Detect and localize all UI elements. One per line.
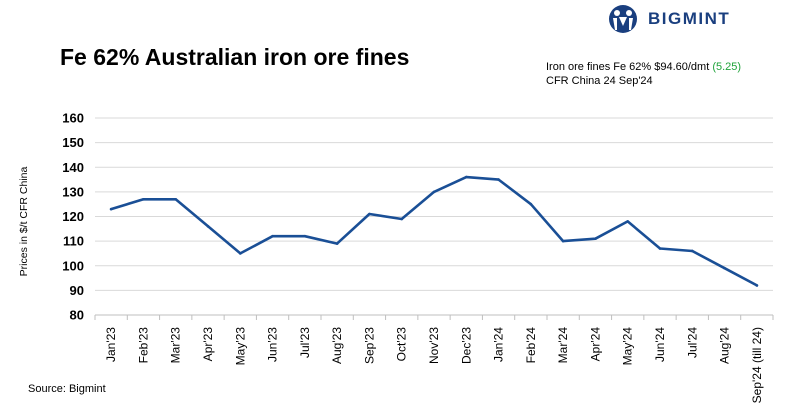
x-tick-label: Apr'24 xyxy=(588,327,602,362)
data-point xyxy=(206,225,210,228)
data-point xyxy=(658,247,662,250)
x-tick-label: Mar'23 xyxy=(169,327,183,364)
x-tick-label: Dec'23 xyxy=(459,327,473,364)
data-point xyxy=(464,175,468,179)
x-tick-label: Aug'23 xyxy=(330,327,344,364)
x-tick-label: Jan'24 xyxy=(492,327,506,362)
y-tick-label: 150 xyxy=(62,135,84,150)
bigmint-logo-icon xyxy=(609,5,637,33)
x-tick-label: Nov'23 xyxy=(427,327,441,364)
x-tick-label: Jun'24 xyxy=(653,327,667,362)
y-axis-label: Prices in $/t CFR China xyxy=(18,166,30,276)
data-point xyxy=(174,197,178,201)
price-note-prefix: Iron ore fines Fe 62% $94.60/dmt xyxy=(546,61,713,73)
x-tick-label: Jul'24 xyxy=(685,327,699,358)
x-tick-label: Jul'23 xyxy=(298,327,312,358)
price-change: 5.25 xyxy=(716,61,738,73)
data-point xyxy=(335,242,339,245)
data-point xyxy=(529,202,533,206)
y-tick-label: 140 xyxy=(62,160,84,175)
data-point xyxy=(109,207,113,211)
price-note: Iron ore fines Fe 62% $94.60/dmt (5.25) … xyxy=(546,60,741,88)
chart-title: Fe 62% Australian iron ore fines xyxy=(60,44,410,70)
x-tick-label: May'24 xyxy=(621,327,635,366)
y-tick-label: 90 xyxy=(70,283,84,298)
data-point xyxy=(303,234,307,238)
x-tick-label: Feb'24 xyxy=(524,327,538,364)
y-tick-label: 120 xyxy=(62,209,84,224)
y-tick-label: 80 xyxy=(70,308,84,323)
data-point xyxy=(238,252,242,255)
data-point xyxy=(723,266,726,270)
data-point xyxy=(368,212,371,216)
x-tick-label: Sep'23 xyxy=(362,327,376,364)
x-tick-label: May'23 xyxy=(233,327,247,366)
price-change-close: ) xyxy=(737,61,742,73)
x-tick-label: Apr'23 xyxy=(201,327,215,362)
data-point xyxy=(755,284,759,287)
x-tick-label: Sep'24 (till 24) xyxy=(750,327,764,403)
y-tick-label: 100 xyxy=(62,258,84,273)
y-tick-label: 130 xyxy=(62,184,84,199)
x-tick-label: Mar'24 xyxy=(556,327,570,364)
x-tick-label: Jan'23 xyxy=(104,327,118,362)
data-point xyxy=(497,178,500,181)
x-tick-label: Oct'23 xyxy=(395,327,409,362)
data-point xyxy=(561,239,565,243)
data-point xyxy=(400,217,404,221)
price-note-line1: Iron ore fines Fe 62% $94.60/dmt (5.25) xyxy=(546,60,741,74)
data-point xyxy=(271,234,274,238)
y-tick-label: 110 xyxy=(63,234,84,249)
source-note: Source: Bigmint xyxy=(28,383,106,395)
data-point xyxy=(432,190,436,194)
x-tick-label: Aug'24 xyxy=(718,327,732,364)
series-line xyxy=(109,175,759,287)
data-point xyxy=(626,220,630,223)
y-tick-label: 160 xyxy=(62,111,84,126)
data-point xyxy=(142,197,145,201)
logo-text: BIGMINT xyxy=(648,9,731,28)
price-change-open: ( xyxy=(712,61,716,73)
data-point xyxy=(690,249,694,253)
price-note-line2: CFR China 24 Sep'24 xyxy=(546,75,653,87)
x-tick-label: Feb'23 xyxy=(136,327,150,364)
data-point xyxy=(594,237,597,240)
bigmint-logo: BIGMINT xyxy=(606,4,730,34)
x-tick-label: Jun'23 xyxy=(266,327,280,362)
